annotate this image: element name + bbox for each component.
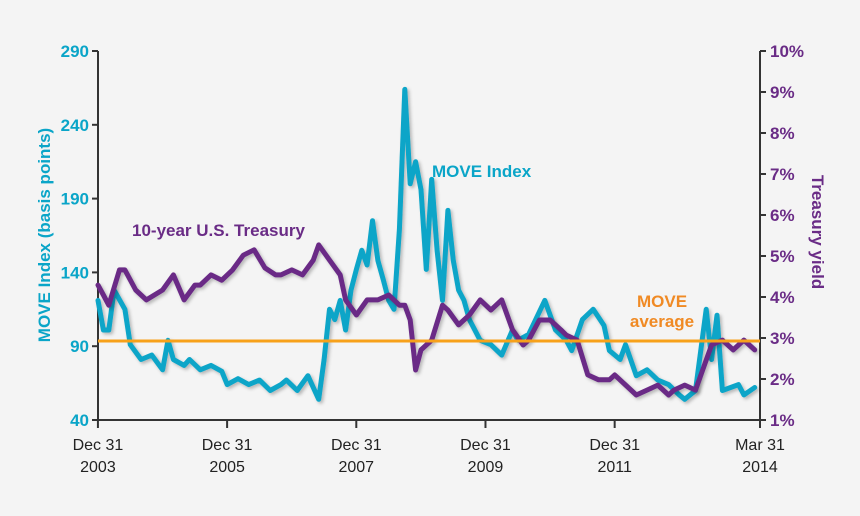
- y-right-axis-title: Treasury yield: [808, 175, 827, 289]
- y-right-tick-label: 6%: [770, 206, 795, 225]
- y-left-axis-title: MOVE Index (basis points): [35, 128, 54, 342]
- y-right-tick-label: 4%: [770, 288, 795, 307]
- move-index-line: [95, 86, 758, 402]
- y-right-tick-label: 8%: [770, 124, 795, 143]
- y-right-tick-label: 1%: [770, 411, 795, 430]
- x-tick-label-line1: Dec 31: [460, 437, 511, 454]
- move-index-label: MOVE Index: [432, 162, 532, 181]
- y-left-tick-label: 290: [61, 42, 89, 61]
- y-right-tick-label: 7%: [770, 165, 795, 184]
- treasury-label: 10-year U.S. Treasury: [132, 221, 305, 240]
- x-tick-label-line2: 2009: [468, 459, 504, 476]
- x-tick-label-line2: 2007: [338, 459, 374, 476]
- x-tick-label-line1: Dec 31: [589, 437, 640, 454]
- x-tick-label-line1: Dec 31: [202, 437, 253, 454]
- move-average-label-line1: MOVE: [637, 292, 687, 311]
- x-tick-label-line2: 2003: [80, 459, 116, 476]
- treasury-yield-line: [95, 242, 758, 398]
- x-tick-label-line1: Dec 31: [331, 437, 382, 454]
- y-right-tick-label: 2%: [770, 370, 795, 389]
- y-left-tick-label: 190: [61, 190, 89, 209]
- y-right-tick-label: 5%: [770, 247, 795, 266]
- y-right-tick-label: 9%: [770, 83, 795, 102]
- x-tick-label-line2: 2011: [597, 459, 632, 476]
- y-left-tick-label: 240: [61, 116, 89, 135]
- x-tick-label-line2: 2005: [209, 459, 245, 476]
- y-right-tick-label: 3%: [770, 329, 795, 348]
- x-tick-label-line1: Mar 31: [735, 437, 785, 454]
- y-left-tick-label: 140: [61, 263, 89, 282]
- x-tick-label-line2: 2014: [742, 459, 778, 476]
- x-tick-label-line1: Dec 31: [73, 437, 124, 454]
- y-left-tick-label: 90: [70, 337, 89, 356]
- y-right-tick-label: 10%: [770, 42, 804, 61]
- y-left-tick-label: 40: [70, 411, 89, 430]
- move-average-label-line2: average: [630, 312, 694, 331]
